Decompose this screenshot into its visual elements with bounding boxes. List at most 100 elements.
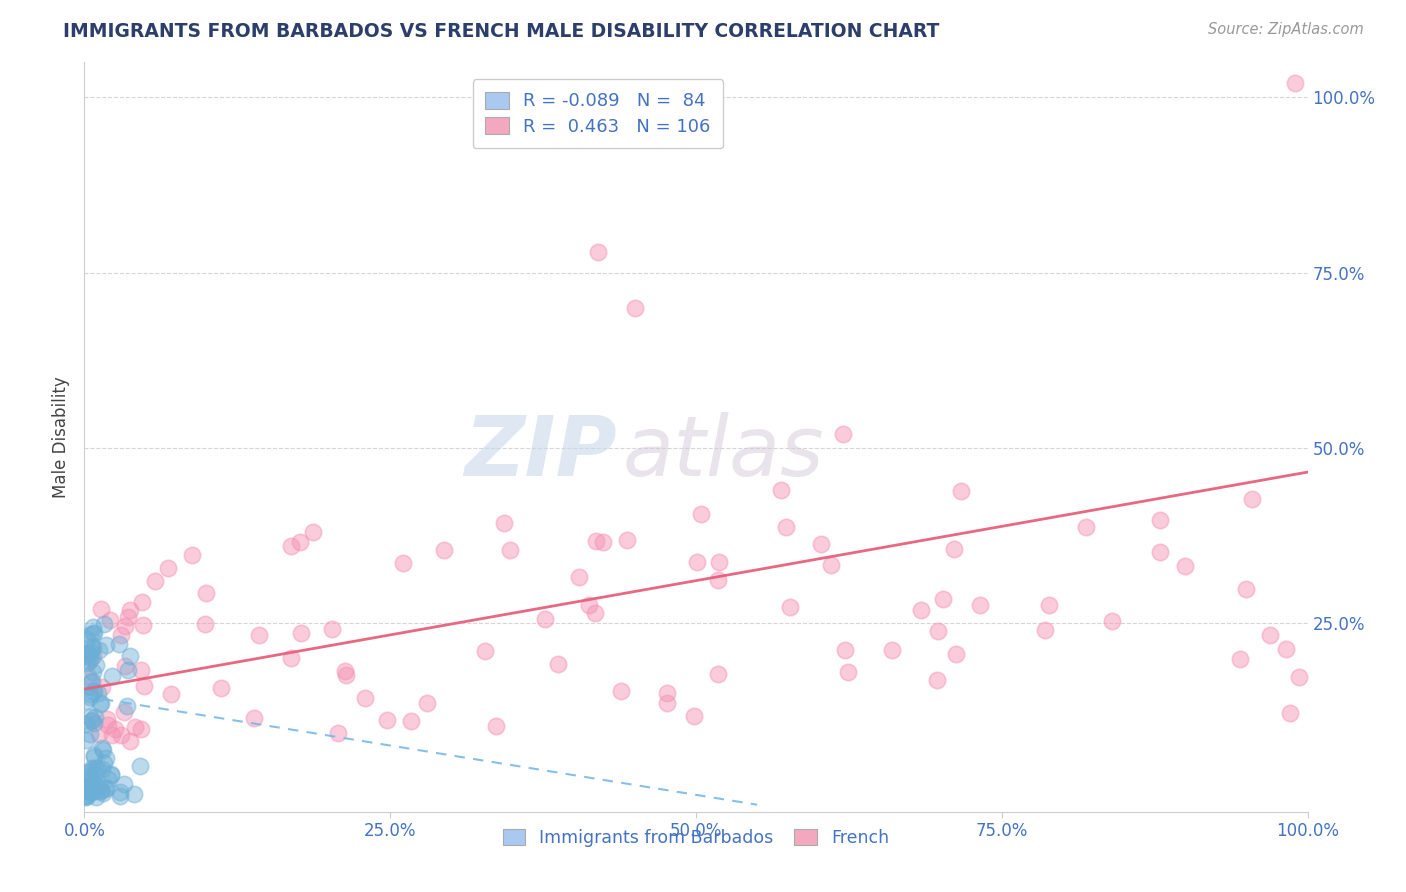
Point <box>93 780 115 795</box>
Point <box>83 715 105 730</box>
Point <box>79 727 101 741</box>
Point <box>1279 706 1302 720</box>
Point <box>1284 77 1306 91</box>
Point <box>77 669 100 683</box>
Point <box>91 680 114 694</box>
Point <box>77 778 100 792</box>
Point <box>499 543 522 558</box>
Point <box>1258 627 1281 641</box>
Point <box>80 714 103 728</box>
Point <box>100 767 122 781</box>
Point <box>89 698 111 712</box>
Point <box>209 681 232 696</box>
Point <box>82 778 104 792</box>
Point <box>110 628 132 642</box>
Point <box>89 642 111 657</box>
Point <box>82 665 104 679</box>
Point <box>194 617 217 632</box>
Point <box>91 742 114 756</box>
Point <box>321 622 343 636</box>
Point <box>399 714 422 729</box>
Point <box>80 785 103 799</box>
Point <box>83 684 105 698</box>
Point <box>969 598 991 612</box>
Point <box>1236 582 1258 596</box>
Point <box>124 720 146 734</box>
Point <box>91 787 114 801</box>
Point <box>114 619 136 633</box>
Point <box>83 750 105 764</box>
Point <box>1035 624 1057 638</box>
Point <box>567 569 589 583</box>
Point <box>82 649 104 664</box>
Point <box>910 603 932 617</box>
Point <box>129 722 152 736</box>
Point <box>94 751 117 765</box>
Point <box>83 625 105 640</box>
Point <box>98 613 121 627</box>
Point <box>927 624 949 639</box>
Point <box>76 632 98 646</box>
Point <box>1174 559 1197 574</box>
Point <box>655 686 678 700</box>
Point <box>945 648 967 662</box>
Point <box>415 696 437 710</box>
Point <box>1229 652 1251 666</box>
Point <box>1288 669 1310 683</box>
Point <box>77 647 100 661</box>
Point <box>101 669 124 683</box>
Point <box>533 612 555 626</box>
Point <box>75 780 97 794</box>
Point <box>73 649 96 664</box>
Point <box>118 734 141 748</box>
Point <box>75 732 97 747</box>
Point <box>75 789 97 804</box>
Point <box>97 718 120 732</box>
Point <box>335 664 357 678</box>
Point <box>707 667 730 681</box>
Point <box>585 534 607 549</box>
Point <box>1149 512 1171 526</box>
Point <box>90 783 112 797</box>
Point <box>114 659 136 673</box>
Point <box>82 674 104 689</box>
Point <box>93 756 115 771</box>
Point <box>82 714 104 728</box>
Point <box>108 637 131 651</box>
Point <box>90 696 112 710</box>
Point <box>112 705 135 719</box>
Point <box>79 710 101 724</box>
Point <box>129 664 152 678</box>
Point <box>84 789 107 804</box>
Point <box>101 728 124 742</box>
Point <box>79 628 101 642</box>
Point <box>120 603 142 617</box>
Point <box>82 684 104 698</box>
Point <box>82 639 104 653</box>
Point <box>392 556 415 570</box>
Point <box>931 591 953 606</box>
Point <box>616 533 638 547</box>
Point <box>82 761 104 775</box>
Point <box>779 600 801 615</box>
Point <box>73 783 96 797</box>
Point <box>880 643 903 657</box>
Point <box>115 698 138 713</box>
Point <box>1275 641 1298 656</box>
Point <box>280 650 302 665</box>
Point <box>494 516 516 530</box>
Point <box>82 640 104 655</box>
Point <box>1038 598 1060 612</box>
Point <box>82 780 104 795</box>
Point <box>79 764 101 779</box>
Point <box>837 665 859 680</box>
Point <box>143 574 166 588</box>
Point <box>80 651 103 665</box>
Point <box>76 789 98 803</box>
Point <box>84 761 107 775</box>
Point <box>96 781 118 796</box>
Point <box>707 555 730 569</box>
Point <box>583 606 606 620</box>
Point <box>84 784 107 798</box>
Point <box>655 697 678 711</box>
